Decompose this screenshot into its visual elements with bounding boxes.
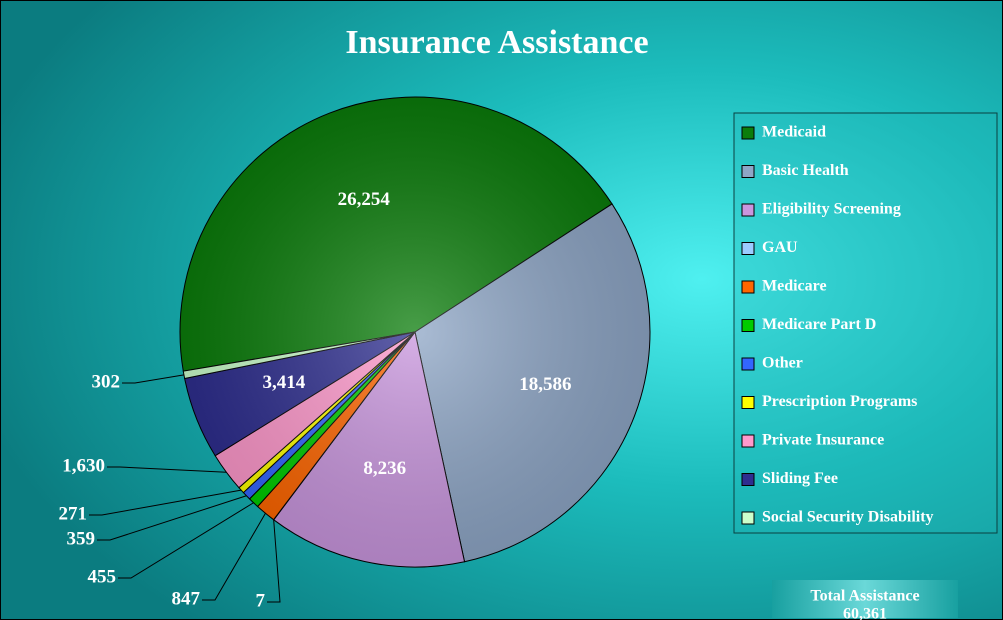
leader-line <box>122 374 185 384</box>
legend-swatch <box>741 511 755 525</box>
total-title: Total Assistance <box>810 588 919 605</box>
legend-label: Eligibility Screening <box>762 201 901 218</box>
legend-label: Private Insurance <box>762 432 884 449</box>
data-label: 302 <box>92 371 121 392</box>
legend-label: Medicare <box>762 278 827 295</box>
leader-line <box>202 513 266 601</box>
legend-swatch <box>741 165 755 178</box>
data-label: 847 <box>172 588 201 609</box>
legend-swatch <box>741 473 755 486</box>
legend-swatch <box>741 203 755 217</box>
legend-label: Prescription Programs <box>762 393 917 410</box>
legend-label: Medicaid <box>762 124 826 141</box>
total-value: 60,361 <box>843 606 887 620</box>
legend-swatch <box>741 319 755 332</box>
data-label: 7 <box>256 590 266 611</box>
legend-swatch <box>741 396 755 409</box>
legend-swatch <box>741 242 755 255</box>
leader-line <box>107 466 227 473</box>
data-label: 271 <box>59 503 88 524</box>
leader-line <box>118 502 254 579</box>
legend-swatch <box>741 357 755 371</box>
leader-line <box>89 489 242 516</box>
legend-label: GAU <box>762 239 798 256</box>
legend-label: Basic Health <box>762 162 849 179</box>
legend-label: Other <box>762 355 803 372</box>
data-label: 455 <box>88 566 117 587</box>
data-label: 3,414 <box>263 372 306 393</box>
leader-line <box>267 519 281 603</box>
legend-label: Medicare Part D <box>762 316 876 333</box>
legend-label: Sliding Fee <box>762 470 838 487</box>
legend-swatch <box>741 126 755 140</box>
data-label: 1,630 <box>62 455 105 476</box>
legend-swatch <box>741 280 755 294</box>
leader-line <box>97 495 247 541</box>
data-label: 26,254 <box>338 189 391 210</box>
legend-label: Social Security Disability <box>762 509 934 526</box>
chart-title: Insurance Assistance <box>345 24 648 61</box>
total-box <box>772 580 958 618</box>
data-label: 8,236 <box>363 458 406 479</box>
data-label: 359 <box>67 528 96 549</box>
data-label: 18,586 <box>519 374 571 395</box>
legend <box>733 112 998 534</box>
legend-swatch <box>741 434 755 448</box>
